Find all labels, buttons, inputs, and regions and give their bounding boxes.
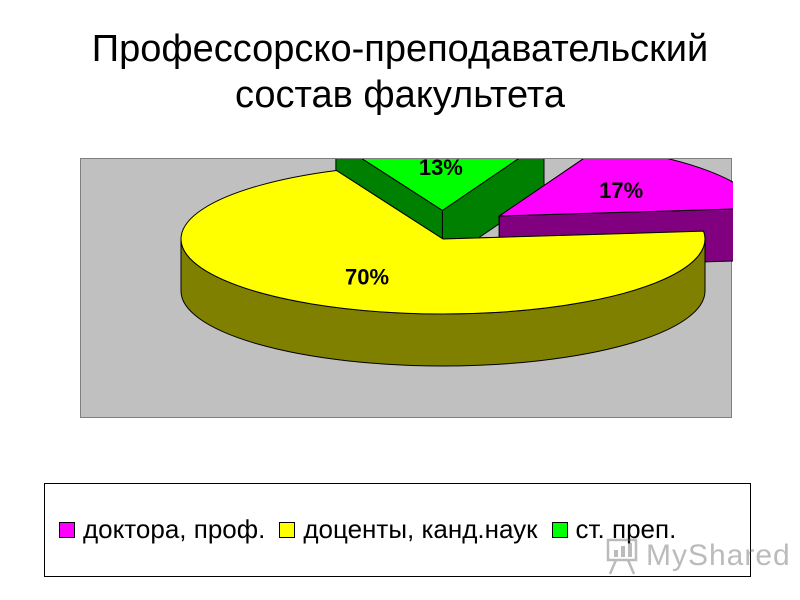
- legend-item-docents: доценты, канд.наук: [279, 514, 538, 545]
- pie-slice-doctors-top: [497, 159, 733, 217]
- data-label-doctors: 17%: [599, 178, 643, 203]
- chart-title-line-2: состав факультета: [235, 74, 565, 116]
- watermark-text: MyShared: [646, 539, 791, 572]
- pie-chart: 70% 13% 17%: [180, 159, 733, 367]
- pie-slice-docents: [180, 169, 706, 367]
- legend-label-senior-lecturers: ст. преп.: [575, 514, 677, 544]
- legend-row: доктора, проф. доценты, канд.наук ст. пр…: [59, 514, 690, 545]
- chart-title: Профессорско-преподавательский состав фа…: [0, 26, 800, 118]
- plot-area: 70% 13% 17%: [80, 158, 733, 418]
- legend-item-senior-lecturers: ст. преп.: [551, 514, 677, 545]
- pie-slice-docents-top: [180, 169, 706, 315]
- data-label-senior-lecturers: 13%: [419, 159, 463, 180]
- presentation-board-icon: [606, 538, 638, 575]
- legend-swatch-doctors: [59, 521, 75, 538]
- legend-label-doctors: доктора, проф.: [83, 514, 266, 544]
- watermark: MyShared: [606, 536, 791, 576]
- legend-label-docents: доценты, канд.наук: [303, 514, 538, 544]
- legend-swatch-docents: [279, 521, 296, 538]
- pie-slice-senior-lecturers-top: [361, 159, 519, 212]
- legend-swatch-senior-lecturers: [551, 521, 568, 538]
- legend-item-doctors: доктора, проф.: [59, 514, 265, 545]
- data-label-docents: 70%: [345, 265, 389, 290]
- legend: доктора, проф. доценты, канд.наук ст. пр…: [44, 483, 751, 577]
- chart-title-line-1: Профессорско-преподавательский: [91, 28, 709, 70]
